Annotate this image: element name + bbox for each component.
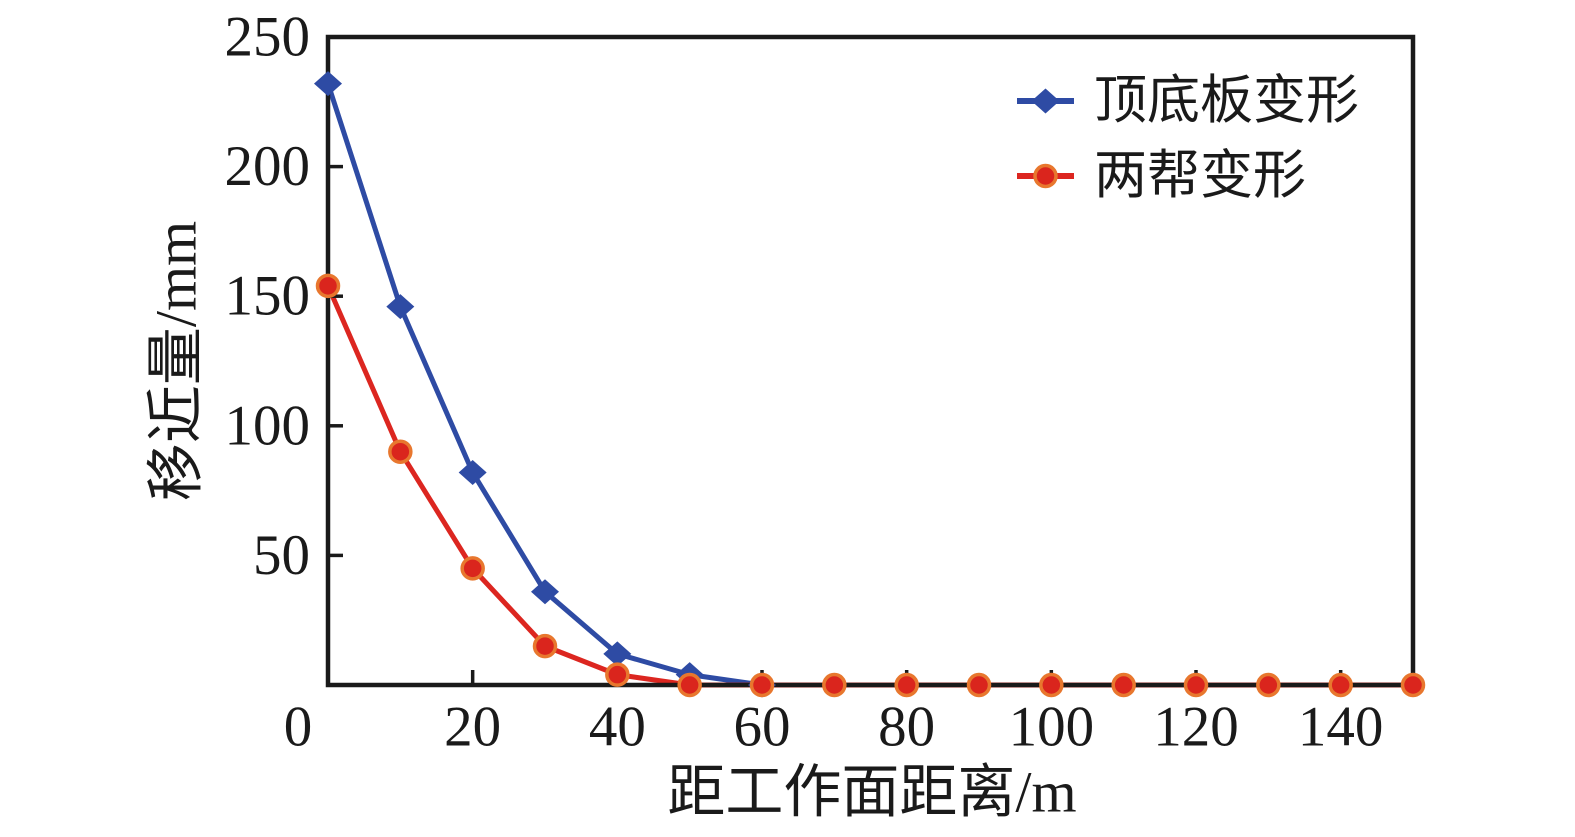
x-axis-title: 距工作面距离/m [667, 760, 1076, 825]
two-ribs-circle-marker [822, 672, 847, 698]
series-line-two-ribs [325, 284, 1413, 688]
x-tick-label: 100 [1009, 696, 1095, 759]
two-ribs-circle-marker [1400, 672, 1426, 698]
legend-two-ribs-circle-marker [1033, 163, 1058, 189]
legend-label-roof-floor: 顶底板变形 [1094, 72, 1359, 130]
x-tick-label: 80 [878, 696, 935, 759]
two-ribs-circle-marker [1039, 672, 1064, 698]
roof-floor-diamond-marker [386, 294, 415, 320]
y-tick-label: 200 [225, 135, 311, 198]
y-axis-title: 移近量/mm [144, 221, 209, 501]
two-ribs-circle-marker [388, 439, 413, 464]
two-ribs-circle-marker [749, 672, 775, 698]
roof-floor-diamond-marker [603, 641, 632, 667]
legend-label-two-ribs: 两帮变形 [1094, 147, 1306, 205]
legend-roof-floor-diamond-marker [1031, 88, 1060, 114]
y-tick-label: 250 [225, 6, 311, 69]
roof-floor-diamond-marker [458, 459, 487, 485]
two-ribs-circle-marker [315, 273, 341, 299]
x-tick-label: 60 [734, 696, 791, 759]
two-ribs-circle-marker [894, 672, 919, 698]
two-ribs-circle-marker [1111, 672, 1136, 698]
x-tick-label: 0 [284, 696, 313, 759]
two-ribs-circle-marker [1256, 672, 1281, 698]
two-ribs-circle-marker [532, 633, 558, 659]
roof-floor-diamond-marker [314, 71, 342, 97]
x-tick-label: 140 [1298, 696, 1384, 759]
series-markers-layer [314, 71, 1426, 698]
plot-frame [325, 34, 1416, 688]
y-tick-label: 150 [225, 265, 311, 328]
x-tick-label: 120 [1153, 696, 1239, 759]
y-tick-label: 100 [225, 394, 311, 457]
tick-labels-layer: 0 20 40 60 80 100 120 140 50 100 150 200 250 [225, 6, 1384, 759]
roof-floor-diamond-marker [531, 579, 559, 605]
two-ribs-circle-marker [677, 672, 702, 698]
two-ribs-circle-marker [605, 662, 630, 687]
x-tick-label: 40 [589, 696, 646, 759]
two-ribs-circle-marker [1183, 672, 1209, 698]
two-ribs-circle-marker [1328, 672, 1353, 698]
two-ribs-circle-marker [966, 672, 992, 698]
y-tick-label: 50 [253, 524, 310, 587]
x-tick-label: 20 [444, 696, 501, 759]
two-ribs-circle-marker [460, 556, 485, 581]
